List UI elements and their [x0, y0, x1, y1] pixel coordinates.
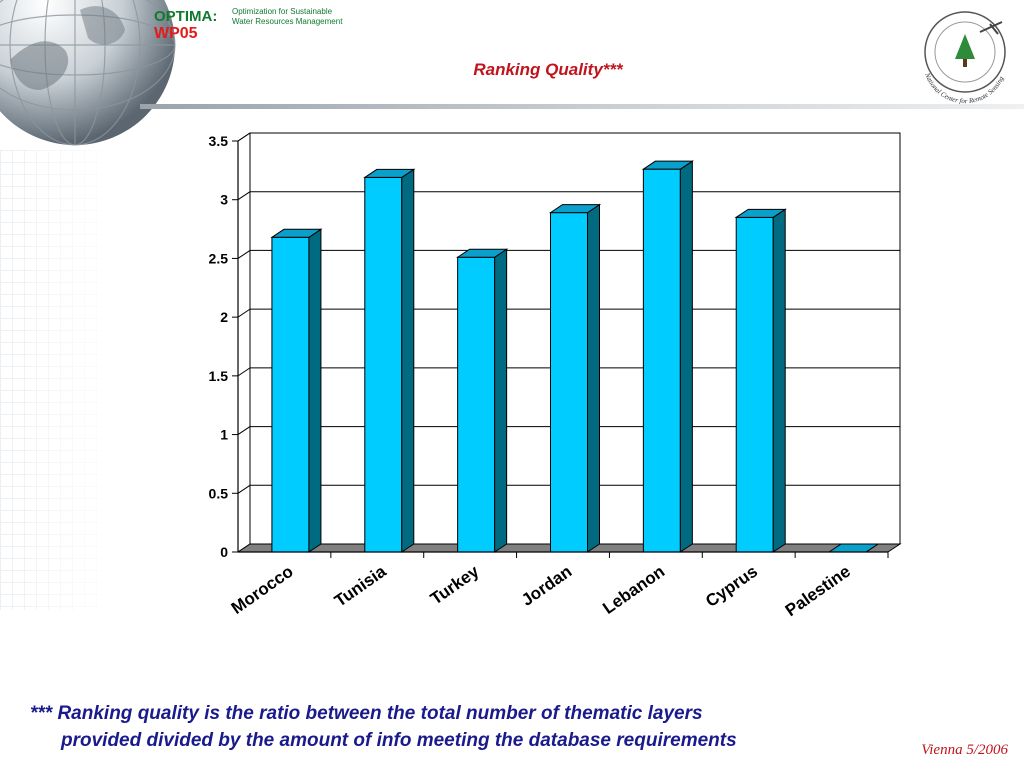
gridline-side	[237, 484, 251, 494]
bar	[363, 168, 416, 553]
bar-side	[679, 160, 693, 553]
y-tick-label: 2.5	[209, 250, 229, 266]
y-tick-label: 0.5	[209, 485, 229, 501]
y-tick-label: 2	[220, 309, 228, 325]
bar-top	[548, 204, 602, 214]
slide-title: Ranking Quality***	[473, 60, 623, 79]
brand-wp: WP05	[154, 25, 198, 42]
bar-front	[364, 176, 403, 553]
bar-side	[587, 203, 600, 553]
bar-top	[641, 160, 695, 170]
y-tick-label: 1.5	[209, 368, 229, 384]
bar	[270, 228, 323, 553]
brand-subtitle-line1: Optimization for Sustainable	[232, 7, 333, 16]
bar-side	[401, 168, 415, 553]
globe-logo	[0, 0, 176, 146]
y-tick-label: 1	[220, 427, 228, 443]
gridline-side	[237, 132, 251, 142]
x-category-label: Cyprus	[702, 562, 761, 611]
bar	[455, 248, 509, 553]
bar	[734, 208, 787, 553]
x-category-label: Lebanon	[599, 562, 668, 618]
y-tick-label: 3	[220, 192, 228, 208]
footnote-line2: provided divided by the amount of info m…	[61, 730, 737, 751]
bar-front	[735, 216, 774, 553]
footnote: *** Ranking quality is the ratio between…	[30, 700, 890, 754]
bar-top	[270, 228, 323, 238]
footer-date: Vienna 5/2006	[921, 742, 1008, 758]
brand-name: OPTIMA:	[154, 8, 218, 25]
x-category-label: Morocco	[228, 562, 297, 618]
background-grid-pattern	[0, 150, 120, 610]
bar-side	[308, 228, 322, 553]
bar-chart: 0 0.5 1 1.5 2 2.5 3 3.5 Morocco Tunisia Turkey Jord…	[209, 132, 902, 620]
bar-side	[494, 248, 508, 553]
header-divider	[140, 104, 1024, 109]
bar-top	[363, 168, 416, 178]
gridline-side	[237, 426, 251, 435]
brand-subtitle: Optimization for Sustainable Water Resou…	[232, 7, 342, 27]
gridline-side	[237, 308, 251, 318]
bar-front	[271, 236, 310, 553]
y-tick-label: 0	[220, 544, 228, 560]
bar	[641, 160, 695, 553]
x-category-label: Jordan	[518, 562, 575, 610]
bar-front	[550, 212, 588, 553]
x-category-label: Palestine	[782, 562, 854, 620]
bar-side	[772, 208, 786, 553]
footnote-line1: *** Ranking quality is the ratio between…	[30, 703, 703, 724]
brand-subtitle-line2: Water Resources Management	[232, 17, 343, 26]
x-category-label: Turkey	[427, 561, 483, 608]
gridline-side	[237, 250, 251, 259]
bar-front	[457, 256, 496, 553]
gridline-side	[237, 367, 251, 377]
brand-logo-text: OPTIMA: WP05	[154, 8, 217, 42]
seal-logo: National Center for Remote Sensing	[923, 11, 1006, 104]
bar-front	[642, 168, 681, 553]
gridline-side	[237, 191, 251, 201]
y-tick-label: 3.5	[209, 133, 229, 149]
bar-top	[734, 208, 787, 218]
bar	[548, 203, 602, 553]
x-category-label: Tunisia	[331, 561, 390, 610]
bar-top	[455, 248, 509, 258]
